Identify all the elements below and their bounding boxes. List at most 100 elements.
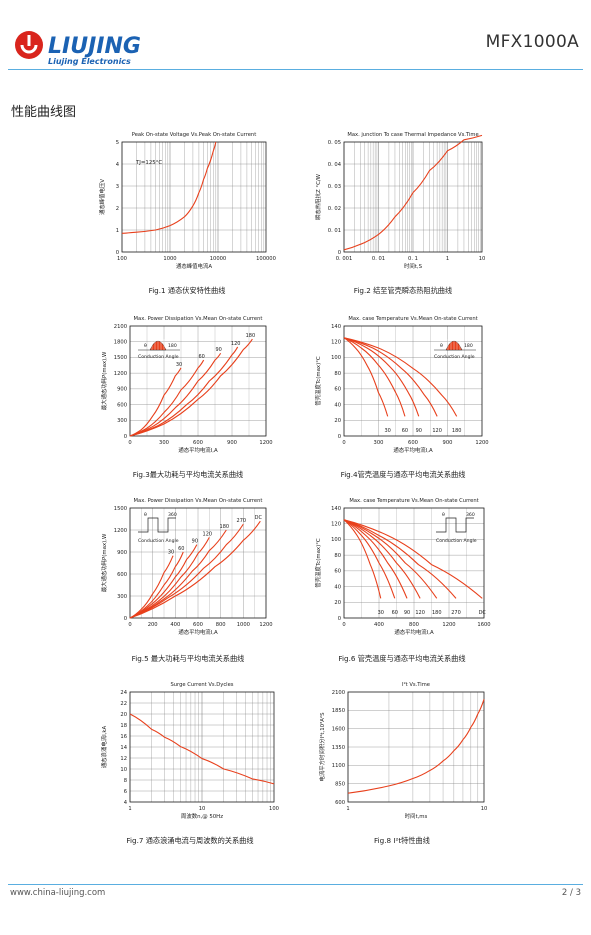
fig6-curve-label: 180 xyxy=(432,610,442,616)
fig6-caption: Fig.6 管壳温度与通态平均电流关系曲线 xyxy=(338,654,466,663)
fig5-series-line xyxy=(129,523,244,619)
fig6-title: Max. case Temperature Vs.Mean On-state C… xyxy=(349,498,478,504)
fig6-ytick: 80 xyxy=(334,553,341,559)
fig4-inset-theta: θ xyxy=(440,343,443,349)
fig4-curve-label: 60 xyxy=(402,428,408,434)
fig3-series-line xyxy=(129,352,222,437)
fig1-ytick: 3 xyxy=(116,184,119,190)
header-divider xyxy=(8,69,583,70)
fig7-ytick: 22 xyxy=(120,701,127,707)
fig1-ytick: 5 xyxy=(116,140,119,146)
fig3-series-label: 120 xyxy=(231,341,241,347)
fig4-ytick: 80 xyxy=(334,371,341,377)
fig1-chart: Peak On-state Voltage Vs.Peak On-state C… xyxy=(98,128,276,280)
fig8-ytick: 2100 xyxy=(332,690,345,696)
fig6-series-line xyxy=(343,519,408,599)
fig4-xtick: 300 xyxy=(374,440,384,446)
fig1-xtick: 10000 xyxy=(210,256,227,262)
fig5-xtick: 200 xyxy=(148,622,158,628)
fig6-xtick: 800 xyxy=(409,622,419,628)
fig5-inset-theta: θ xyxy=(144,512,147,518)
fig3-ylabel: 最大通态功耗P(max),W xyxy=(100,351,108,410)
fig7-ytick: 24 xyxy=(120,690,127,696)
fig7-caption: Fig.7 通态浪涌电流与周波数的关系曲线 xyxy=(126,836,254,845)
fig5-xtick: 600 xyxy=(193,622,203,628)
fig5-inset: θ 360 Conduction Angle xyxy=(138,512,179,544)
fig3-xtick: 600 xyxy=(193,440,203,446)
fig4-inset: θ 180 Conduction Angle xyxy=(434,339,476,360)
fig3-series-label: 180 xyxy=(246,333,256,339)
fig8-ytick: 1850 xyxy=(332,708,345,714)
fig8-caption: Fig.8 I²t特性曲线 xyxy=(374,836,430,845)
model-number: MFX1000A xyxy=(485,32,579,52)
fig5-xtick: 1000 xyxy=(237,622,250,628)
fig7-ylabel: 通态浪涌电流I,kA xyxy=(100,725,108,768)
fig2-caption: Fig.2 结至管壳瞬态热阻抗曲线 xyxy=(353,286,453,295)
fig2-svg: Max. junction To case Thermal Impedance … xyxy=(314,132,485,270)
fig1-caption: Fig.1 通态伏安特性曲线 xyxy=(148,286,226,295)
fig4-caption: Fig.4管壳温度与通态平均电流关系曲线 xyxy=(340,470,466,479)
fig3-ytick: 2100 xyxy=(114,324,127,330)
footer-divider xyxy=(8,884,583,885)
fig3-series-label: 90 xyxy=(215,347,221,353)
fig6-xlabel: 通态平均电流I,A xyxy=(394,628,434,636)
fig6-inset: θ 360 Conduction Angle xyxy=(436,512,477,544)
fig6-ytick: 60 xyxy=(334,569,341,575)
fig7-ytick: 20 xyxy=(120,712,127,718)
fig6-ytick: 0 xyxy=(338,616,341,622)
fig2-ytick: 0. 01 xyxy=(328,228,341,234)
fig5-inset-period: 360 xyxy=(168,512,177,518)
fig6-series-line xyxy=(343,519,457,599)
fig3-xtick: 1200 xyxy=(259,440,272,446)
fig3-series-line xyxy=(129,359,205,437)
brand-logo: LIUJING Liujing Electronics xyxy=(15,31,141,66)
fig1-xtick: 100000 xyxy=(256,256,276,262)
fig4-inset-label: Conduction Angle xyxy=(434,354,475,360)
fig6-ytick: 140 xyxy=(331,506,341,512)
fig3-inset: θ 180 Conduction Angle xyxy=(138,339,180,360)
fig6-inset-label: Conduction Angle xyxy=(436,538,477,544)
fig5-series-line xyxy=(129,551,184,619)
fig6-chart: Max. case Temperature Vs.Mean On-state C… xyxy=(312,494,492,646)
brand-subtitle: Liujing Electronics xyxy=(48,57,131,66)
fig7-title: Surge Current Vs.Dycles xyxy=(170,682,233,688)
fig3-series-label: 60 xyxy=(198,354,204,360)
footer-website[interactable]: www.china-liujing.com xyxy=(10,888,106,898)
fig5-series-label: 180 xyxy=(220,524,230,530)
fig2-ylabel: 瞬态热阻抗Z °C/W xyxy=(314,173,322,220)
fig4-ytick: 100 xyxy=(331,355,341,361)
fig7-ytick: 14 xyxy=(120,745,127,751)
fig4-ytick: 120 xyxy=(331,340,341,346)
fig2-title: Max. junction To case Thermal Impedance … xyxy=(347,132,478,138)
fig3-chart: Max. Power Dissipation Vs.Mean On-state … xyxy=(98,312,278,464)
fig2-xtick: 0. 001 xyxy=(336,256,353,262)
fig6-series-line xyxy=(343,519,382,599)
fig5-xtick: 800 xyxy=(216,622,226,628)
fig8-ytick: 850 xyxy=(335,781,345,787)
fig4-curve-label: 90 xyxy=(416,428,422,434)
fig5-ytick: 300 xyxy=(117,594,127,600)
fig2-ytick: 0. 05 xyxy=(328,140,341,146)
fig3-series-line xyxy=(129,367,182,437)
fig4-ytick: 20 xyxy=(334,418,341,424)
fig5-series-label: 60 xyxy=(178,546,184,552)
fig4-ytick: 140 xyxy=(331,324,341,330)
fig5-xtick: 1200 xyxy=(259,622,272,628)
fig3-ytick: 0 xyxy=(124,434,127,440)
fig3-ytick: 1800 xyxy=(114,340,127,346)
fig5-ytick: 900 xyxy=(117,550,127,556)
fig2-xtick: 0. 1 xyxy=(408,256,418,262)
fig7-chart: Surge Current Vs.Dycles 1 10 100 4 6 8 10 12 14 16… xyxy=(98,678,282,830)
fig7-ytick: 16 xyxy=(120,734,127,740)
fig4-inset-period: 180 xyxy=(464,343,473,349)
fig3-caption: Fig.3最大功耗与平均电流关系曲线 xyxy=(132,470,244,479)
fig6-series-line xyxy=(343,519,483,599)
fig4-ytick: 40 xyxy=(334,402,341,408)
fig3-ytick: 900 xyxy=(117,387,127,393)
fig1-ytick: 2 xyxy=(116,206,119,212)
fig5-xlabel: 通态平均电流I,A xyxy=(178,628,218,636)
fig8-ytick: 600 xyxy=(335,800,345,806)
fig5-series-line xyxy=(129,555,174,619)
fig5-inset-label: Conduction Angle xyxy=(138,538,179,544)
fig8-title: I²t Vs.Time xyxy=(402,682,430,688)
